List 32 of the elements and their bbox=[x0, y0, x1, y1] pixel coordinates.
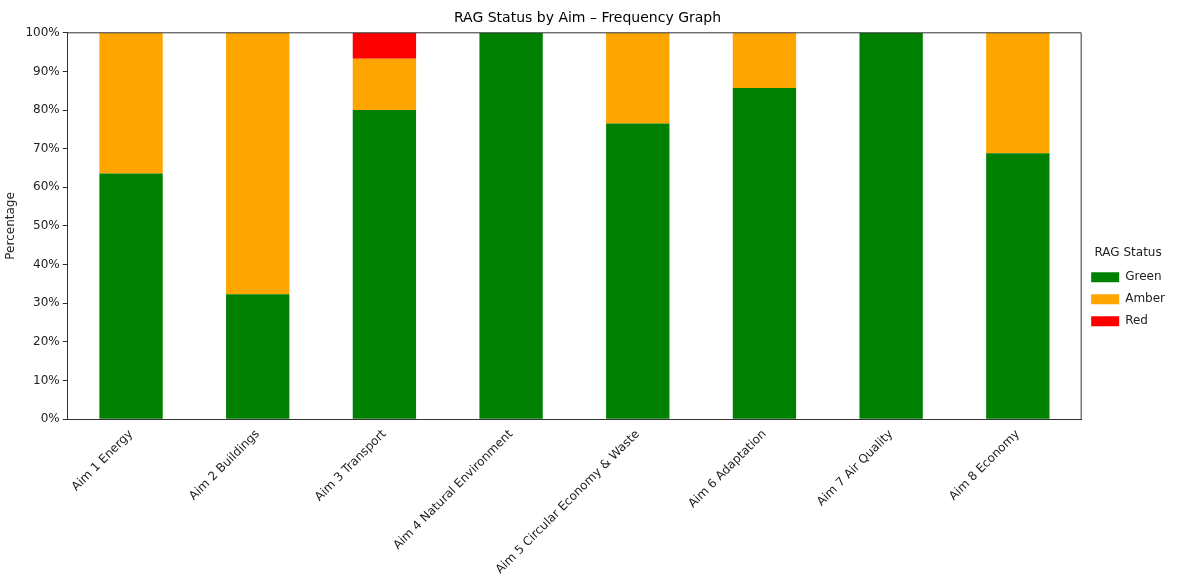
y-tick-label: 70% bbox=[33, 140, 60, 155]
y-tick-label: 40% bbox=[33, 256, 60, 271]
y-tick-label: 30% bbox=[33, 295, 60, 310]
y-tick-label: 60% bbox=[33, 179, 60, 194]
y-tick-label: 50% bbox=[33, 218, 60, 233]
bar bbox=[479, 32, 543, 419]
legend-title: RAG Status bbox=[1094, 244, 1162, 259]
bar bbox=[606, 123, 670, 419]
chart-title: RAG Status by Aim – Frequency Graph bbox=[453, 9, 722, 26]
y-tick-label: 100% bbox=[25, 24, 60, 39]
bar bbox=[606, 32, 670, 124]
legend-label: Green bbox=[1125, 269, 1162, 284]
y-tick-label: 80% bbox=[33, 102, 60, 117]
bar bbox=[352, 32, 417, 59]
y-tick-label: 0% bbox=[40, 411, 60, 426]
y-axis-title: Percentage bbox=[3, 192, 18, 260]
legend-label: Red bbox=[1125, 313, 1148, 328]
y-tick-label: 10% bbox=[33, 372, 60, 387]
bar bbox=[226, 294, 290, 419]
legend-label: Amber bbox=[1125, 291, 1166, 306]
bar bbox=[226, 32, 290, 295]
y-tick-label: 90% bbox=[33, 63, 60, 78]
bar bbox=[732, 88, 797, 419]
bar bbox=[352, 58, 417, 111]
bar bbox=[99, 32, 163, 174]
bar bbox=[859, 32, 923, 419]
bar bbox=[732, 32, 797, 89]
bar bbox=[99, 173, 163, 419]
y-tick-label: 20% bbox=[33, 333, 60, 348]
bar bbox=[352, 110, 417, 419]
bar bbox=[986, 32, 1050, 154]
bar bbox=[986, 153, 1050, 419]
